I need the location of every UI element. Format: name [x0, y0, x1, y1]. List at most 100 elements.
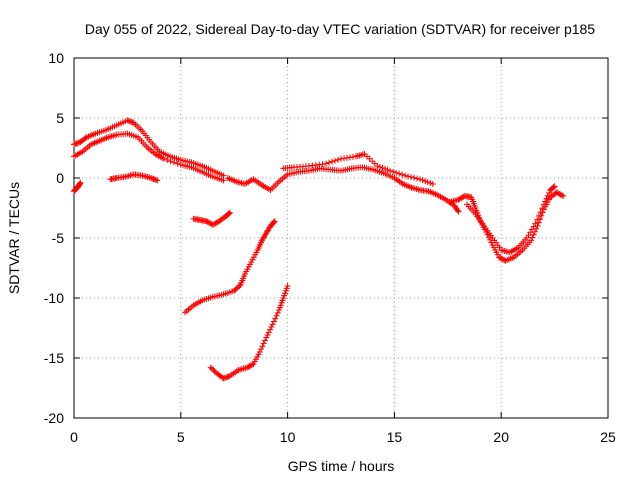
data-point-marker [553, 189, 560, 196]
series-main-trace-late-b [464, 183, 558, 256]
x-tick-label: 5 [177, 429, 185, 445]
series-start-segment [71, 179, 84, 195]
data-point-marker [540, 201, 547, 208]
data-point-marker [267, 326, 274, 333]
data-point-marker [220, 177, 227, 184]
data-point-marker [269, 321, 276, 328]
data-point-marker [555, 190, 562, 197]
data-point-marker [459, 194, 466, 201]
data-point-marker [551, 183, 558, 190]
series-main-trace-upper [71, 117, 227, 179]
y-axis-label: SDTVAR / TECUs [6, 182, 22, 294]
data-point-marker [259, 343, 266, 350]
data-point-marker [558, 192, 565, 199]
data-point-marker [534, 216, 541, 223]
data-point-marker [245, 363, 252, 370]
data-point-marker [379, 164, 386, 171]
data-point-marker [528, 237, 535, 244]
y-tick-label: -15 [44, 350, 64, 366]
data-point-marker [408, 174, 415, 181]
x-tick-label: 25 [600, 429, 616, 445]
data-point-marker [263, 334, 270, 341]
data-point-marker [411, 174, 418, 181]
y-tick-label: -5 [52, 230, 65, 246]
data-point-marker [560, 193, 567, 199]
data-point-marker [532, 220, 539, 227]
data-point-marker [204, 218, 211, 225]
data-point-marker [402, 172, 409, 179]
data-point-marker [270, 219, 277, 226]
data-point-marker [496, 254, 503, 261]
data-point-marker [249, 361, 256, 368]
data-point-marker [270, 318, 277, 325]
series-segment-near-minus-3.5 [190, 209, 233, 228]
data-point-marker [271, 218, 278, 225]
y-tick-label: 10 [48, 50, 64, 66]
data-point-marker [213, 219, 220, 226]
data-point-marker [393, 169, 400, 176]
y-tick-label: 0 [56, 170, 64, 186]
data-point-marker [384, 166, 391, 173]
data-point-marker [164, 157, 171, 163]
series-main-trace-lower [71, 130, 227, 184]
data-point-marker [284, 283, 291, 289]
data-point-marker [419, 177, 426, 184]
data-point-marker [543, 195, 550, 202]
data-point-marker [160, 155, 167, 162]
data-point-marker [274, 309, 281, 316]
data-point-marker [535, 212, 542, 219]
x-tick-label: 0 [70, 429, 78, 445]
data-point-marker [417, 176, 424, 183]
data-point-marker [542, 198, 549, 205]
series-short-arc-near-zero [107, 171, 161, 184]
data-point-marker [427, 180, 434, 187]
data-point-marker [396, 170, 403, 177]
data-point-marker [272, 315, 279, 322]
data-point-marker [77, 179, 84, 186]
data-point-marker [456, 195, 463, 202]
data-point-marker [209, 221, 216, 228]
data-point-marker [529, 234, 536, 241]
x-tick-label: 10 [280, 429, 296, 445]
series-main-trace-mid [224, 164, 462, 215]
data-point-marker [244, 364, 251, 371]
data-point-marker [326, 159, 333, 166]
data-point-marker [261, 337, 268, 344]
data-point-marker [455, 208, 462, 215]
data-point-marker [211, 221, 218, 228]
series-main-trace-mid-upper [280, 151, 436, 187]
data-point-marker [544, 192, 551, 199]
data-point-marker [167, 158, 174, 165]
chart-title: Day 055 of 2022, Sidereal Day-to-day VTE… [85, 21, 595, 37]
data-point-marker [390, 168, 397, 175]
data-point-marker [530, 231, 537, 238]
data-point-marker [203, 218, 210, 225]
y-tick-label: 5 [56, 110, 64, 126]
data-point-marker [498, 255, 505, 262]
data-point-marker [226, 209, 233, 216]
data-point-marker [550, 184, 557, 191]
data-point-marker [455, 196, 462, 203]
data-point-marker [557, 191, 564, 198]
data-point-marker [422, 178, 429, 185]
data-point-marker [329, 158, 336, 165]
data-point-marker [174, 160, 181, 167]
data-point-marker [382, 165, 389, 172]
data-point-marker [273, 312, 280, 319]
data-point-marker [429, 181, 436, 187]
data-point-marker [247, 362, 254, 369]
tick-labels: 0 5 10 15 20 25 -20 -15 -10 -5 0 5 10 [44, 50, 616, 445]
data-point-marker [537, 209, 544, 216]
x-tick-label: 15 [387, 429, 403, 445]
data-point-marker [556, 190, 563, 197]
data-point-marker [260, 340, 267, 347]
data-point-marker [207, 220, 214, 227]
grid-lines [74, 58, 608, 418]
data-point-marker [399, 171, 406, 178]
data-point-marker [454, 207, 461, 214]
data-point-marker [258, 346, 265, 353]
data-point-marker [154, 177, 161, 184]
data-point-marker [387, 167, 394, 174]
data-point-marker [256, 349, 263, 355]
